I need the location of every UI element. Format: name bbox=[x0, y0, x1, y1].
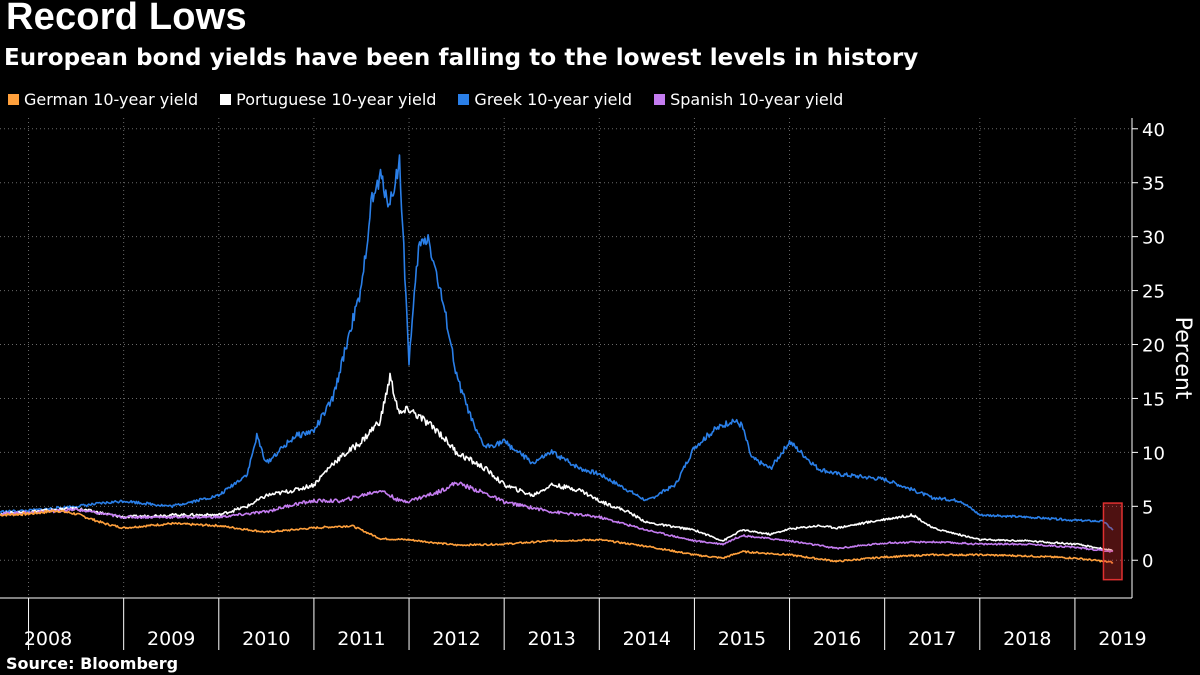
legend-item-greek: Greek 10-year yield bbox=[458, 90, 632, 109]
legend: German 10-year yield Portuguese 10-year … bbox=[8, 90, 843, 109]
y-tick-label: 0 bbox=[1142, 551, 1153, 572]
series-line-spanish bbox=[0, 481, 1114, 553]
x-tick-label: 2010 bbox=[242, 628, 290, 650]
legend-label-greek: Greek 10-year yield bbox=[474, 90, 633, 109]
legend-item-german: German 10-year yield bbox=[8, 90, 198, 109]
y-tick-label: 15 bbox=[1142, 389, 1165, 410]
legend-swatch-spanish bbox=[654, 94, 666, 105]
y-axis-title: Percent bbox=[1170, 317, 1195, 400]
x-tick-label: 2009 bbox=[147, 628, 195, 650]
x-tick-label: 2016 bbox=[813, 628, 861, 650]
series-line-portuguese bbox=[0, 372, 1114, 552]
y-tick-label: 30 bbox=[1142, 228, 1165, 249]
y-tick-label: 25 bbox=[1142, 282, 1165, 303]
y-tick-label: 35 bbox=[1142, 174, 1165, 195]
series-group bbox=[0, 154, 1123, 581]
legend-item-portuguese: Portuguese 10-year yield bbox=[220, 90, 436, 109]
x-tick-label: 2015 bbox=[718, 628, 766, 650]
x-tick-label: 2011 bbox=[337, 628, 385, 650]
series-line-german bbox=[0, 509, 1114, 564]
x-tick-label: 2019 bbox=[1098, 628, 1146, 650]
y-tick-label: 20 bbox=[1142, 336, 1165, 357]
series-line-greek bbox=[0, 154, 1114, 531]
highlight-box bbox=[1102, 502, 1123, 581]
legend-item-spanish: Spanish 10-year yield bbox=[654, 90, 843, 109]
legend-label-german: German 10-year yield bbox=[24, 90, 199, 109]
chart-subtitle: European bond yields have been falling t… bbox=[4, 45, 919, 71]
chart-title: Record Lows bbox=[6, 0, 247, 38]
axes: 0 5 10 15 20 25 30 35 40 2008 2009 2010 2011 2012 2013… bbox=[0, 118, 1195, 650]
x-tick-label: 2018 bbox=[1003, 628, 1051, 650]
legend-label-spanish: Spanish 10-year yield bbox=[670, 90, 844, 109]
legend-swatch-german bbox=[8, 94, 19, 105]
source-note: Source: Bloomberg bbox=[6, 654, 179, 673]
y-tick-label: 5 bbox=[1142, 497, 1153, 518]
legend-swatch-greek bbox=[458, 94, 470, 105]
x-tick-label: 2014 bbox=[623, 628, 671, 650]
x-tick-label: 2017 bbox=[908, 628, 956, 650]
x-tick-label: 2012 bbox=[432, 628, 480, 650]
grid bbox=[0, 118, 1132, 598]
legend-label-portuguese: Portuguese 10-year yield bbox=[236, 90, 437, 109]
y-tick-label: 10 bbox=[1142, 443, 1165, 464]
x-tick-label: 2008 bbox=[24, 628, 72, 650]
x-tick-label: 2013 bbox=[528, 628, 576, 650]
legend-swatch-portuguese bbox=[220, 94, 232, 105]
y-tick-label: 40 bbox=[1142, 120, 1165, 141]
